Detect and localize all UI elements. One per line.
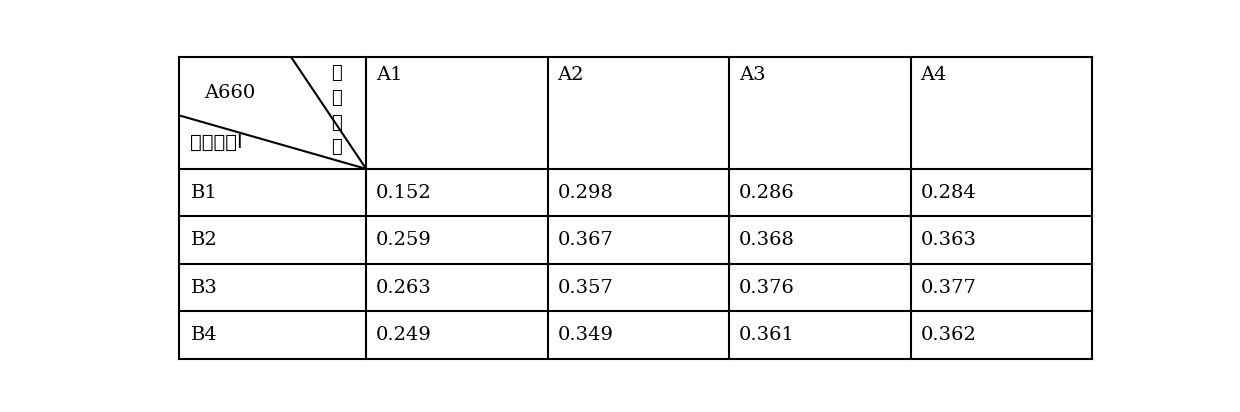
Text: 0.377: 0.377 [920, 279, 976, 297]
Text: 0.286: 0.286 [739, 184, 795, 201]
Text: A4: A4 [920, 66, 947, 84]
Text: 0.263: 0.263 [376, 279, 432, 297]
Text: 0.362: 0.362 [920, 326, 976, 344]
Text: 0.357: 0.357 [557, 279, 613, 297]
Text: B4: B4 [191, 326, 217, 344]
Text: 0.376: 0.376 [739, 279, 795, 297]
Text: 0.284: 0.284 [920, 184, 976, 201]
Text: B1: B1 [191, 184, 217, 201]
Text: A1: A1 [376, 66, 402, 84]
Text: 血: 血 [331, 114, 341, 131]
Text: 0.349: 0.349 [557, 326, 614, 344]
Text: 0.361: 0.361 [739, 326, 795, 344]
Text: B2: B2 [191, 231, 217, 249]
Text: A3: A3 [739, 66, 765, 84]
Text: A2: A2 [557, 66, 584, 84]
Text: 辅　酶　I: 辅 酶 I [190, 133, 243, 152]
Text: A660: A660 [203, 84, 255, 102]
Text: 0.259: 0.259 [376, 231, 432, 249]
Text: 红: 红 [331, 138, 341, 157]
Text: 0.363: 0.363 [920, 231, 976, 249]
Text: 化: 化 [331, 89, 341, 107]
Text: 0.367: 0.367 [557, 231, 613, 249]
Text: 0.249: 0.249 [376, 326, 432, 344]
Text: 0.152: 0.152 [376, 184, 432, 201]
Text: B3: B3 [191, 279, 217, 297]
Text: 0.298: 0.298 [557, 184, 613, 201]
Text: 0.368: 0.368 [739, 231, 795, 249]
Text: 绿: 绿 [331, 64, 341, 82]
